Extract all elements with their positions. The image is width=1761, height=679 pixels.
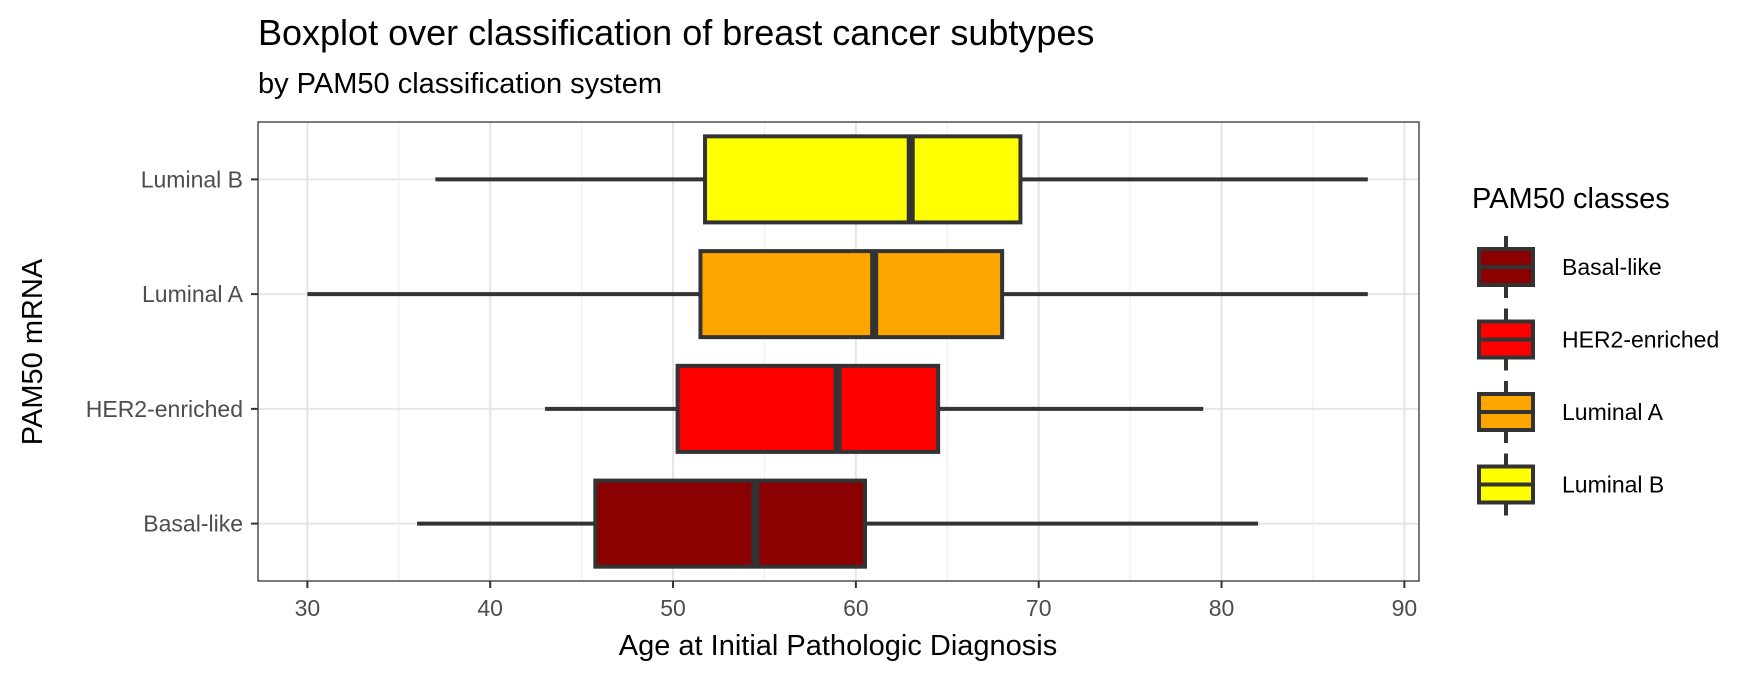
chart-title: Boxplot over classification of breast ca… (258, 12, 1094, 53)
legend-label: HER2-enriched (1562, 327, 1719, 353)
boxplot-luminal-a (307, 249, 1368, 340)
y-tick-label: Luminal B (141, 166, 243, 192)
axis-layer: 30 40 50 60 70 80 90 Basal-like HER2-enriched Lum… (86, 166, 1417, 621)
legend-label: Luminal B (1562, 472, 1664, 498)
legend: PAM50 classes Basal-like HER2-enriched Lum… (1472, 183, 1719, 516)
plot-border (257, 121, 1420, 582)
legend-item: Basal-like (1477, 236, 1662, 298)
x-tick-label: 70 (1026, 595, 1052, 621)
legend-items: Basal-like HER2-enriched Luminal A Luminal … (1477, 236, 1719, 516)
legend-label: Luminal A (1562, 399, 1664, 425)
boxplot-basal-like (417, 478, 1259, 569)
x-tick-label: 50 (660, 595, 686, 621)
box-iqr (593, 478, 868, 569)
legend-item: HER2-enriched (1477, 308, 1719, 371)
box-iqr (703, 134, 1023, 225)
y-axis-title: PAM50 mRNA (17, 258, 49, 445)
legend-item: Luminal A (1477, 381, 1664, 443)
box-iqr (675, 363, 941, 454)
legend-title: PAM50 classes (1472, 183, 1670, 215)
y-tick-label: HER2-enriched (86, 396, 243, 422)
x-tick-label: 80 (1209, 595, 1235, 621)
box-iqr (698, 249, 1005, 340)
box-layer (307, 134, 1368, 569)
legend-item: Luminal B (1477, 453, 1664, 516)
x-axis-title: Age at Initial Pathologic Diagnosis (619, 630, 1057, 662)
y-tick-label: Basal-like (143, 511, 243, 537)
x-tick-label: 40 (477, 595, 503, 621)
legend-label: Basal-like (1562, 254, 1662, 280)
x-tick-label: 30 (295, 595, 321, 621)
boxplot-luminal-b (435, 134, 1368, 225)
boxplot-her2-enriched (545, 363, 1204, 454)
y-tick-label: Luminal A (142, 281, 244, 307)
x-tick-label: 90 (1392, 595, 1418, 621)
x-tick-label: 60 (843, 595, 869, 621)
chart-subtitle: by PAM50 classification system (258, 68, 662, 100)
